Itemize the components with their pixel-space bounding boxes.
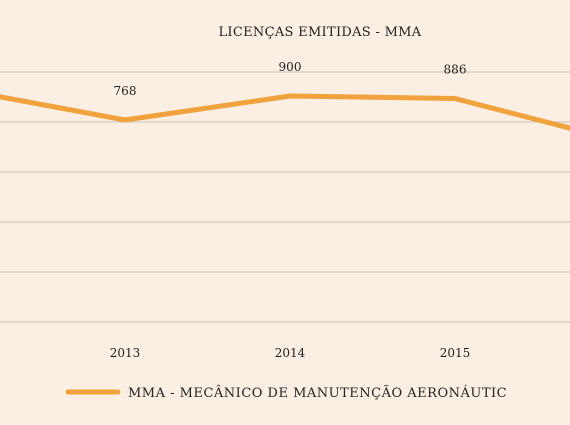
legend-label: MMA - MECÂNICO DE MANUTENÇÃO AERONÁUTIC: [128, 385, 507, 401]
data-label: 900: [279, 60, 302, 74]
x-tick-label: 2013: [110, 346, 141, 360]
x-tick-label: 2015: [440, 346, 471, 360]
x-tick-label: 2014: [275, 346, 306, 360]
x-axis-ticks: 2013 2014 2015: [110, 346, 471, 360]
gridlines: [0, 71, 570, 323]
data-label: 768: [114, 84, 137, 98]
data-labels: 768 900 886: [114, 60, 467, 98]
series-line: [0, 93, 570, 131]
legend: MMA - MECÂNICO DE MANUTENÇÃO AERONÁUTIC: [65, 385, 507, 401]
data-label: 886: [444, 63, 467, 77]
chart-title: LICENÇAS EMITIDAS - MMA: [219, 25, 422, 40]
